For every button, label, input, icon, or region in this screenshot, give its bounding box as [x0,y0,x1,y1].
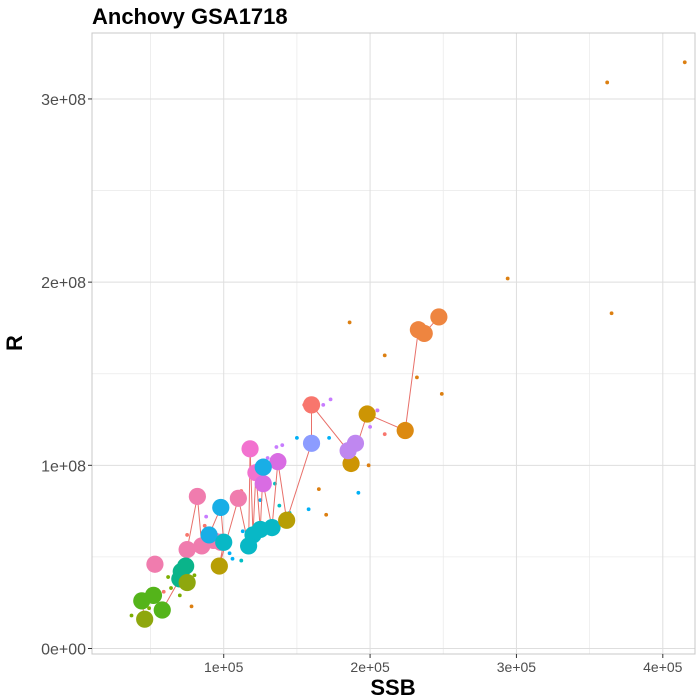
x-tick-label: 4e+05 [643,659,683,675]
small-point [605,80,610,85]
data-point [254,458,272,476]
small-point [177,593,182,598]
y-tick-label: 2e+08 [41,275,86,292]
x-axis-title: SSB [370,675,415,700]
data-point [396,421,414,440]
small-point [306,507,311,512]
data-point [136,610,154,628]
data-point [200,526,218,544]
small-point [129,613,134,618]
small-point [375,408,380,413]
x-tick-label: 3e+05 [497,659,537,675]
x-tick-label: 1e+05 [204,659,244,675]
small-point [609,311,614,316]
chart-title: Anchovy GSA1718 [92,4,288,29]
data-point [177,557,195,575]
small-point [682,60,687,65]
small-point [189,604,194,609]
data-point [346,434,365,452]
small-point [316,487,321,492]
y-axis-title: R [2,335,27,351]
small-point [239,558,244,563]
small-point [295,435,299,440]
small-point [277,503,282,508]
small-point [505,276,510,281]
small-point [169,586,173,590]
data-point [210,557,228,575]
small-point [368,424,372,429]
data-point [178,573,196,592]
small-point [382,432,387,437]
small-point [204,514,209,519]
plot-border [91,32,696,655]
data-point [254,475,272,493]
y-tick-label: 3e+08 [41,92,86,109]
data-point [146,555,164,573]
small-point [415,375,419,380]
data-point [241,440,259,458]
y-tick-label: 0e+00 [41,642,86,659]
small-point [274,445,279,449]
small-point [324,512,329,517]
y-axis: 0e+00 1e+08 2e+08 3e+08 [41,92,92,659]
data-point [358,405,376,423]
small-point [280,443,285,448]
data-point [212,498,230,517]
plot-area [91,32,696,655]
small-point [328,397,333,402]
small-point [439,391,444,396]
y-tick-label: 1e+08 [41,458,86,475]
data-point [240,537,258,555]
small-point [240,529,245,534]
large-points-layer [133,308,448,628]
data-point [178,540,196,559]
data-point [302,434,321,452]
data-point [269,453,287,471]
small-point [202,523,207,528]
small-point [366,463,371,468]
minor-gridlines [92,33,695,654]
x-axis: 1e+05 2e+05 3e+05 4e+05 [204,654,683,675]
small-point [347,320,352,325]
small-point [230,556,235,561]
data-point [229,489,247,507]
data-point [278,511,296,529]
small-point [166,575,171,579]
small-point [321,402,326,407]
data-point [302,396,321,414]
small-points-layer [129,60,687,618]
small-point [356,490,361,495]
small-point [265,456,270,460]
small-point [327,435,332,440]
data-point [133,592,151,610]
x-tick-label: 2e+05 [350,659,390,675]
data-point [263,519,281,537]
data-point [415,324,433,343]
data-point [342,454,360,473]
data-point [430,308,448,326]
data-point [153,601,171,619]
small-point [382,353,387,358]
small-point [147,606,151,611]
small-point [227,551,232,556]
data-point [188,487,206,506]
small-point [192,573,197,578]
data-point [215,533,233,551]
small-point [161,589,166,594]
small-point [185,533,190,537]
